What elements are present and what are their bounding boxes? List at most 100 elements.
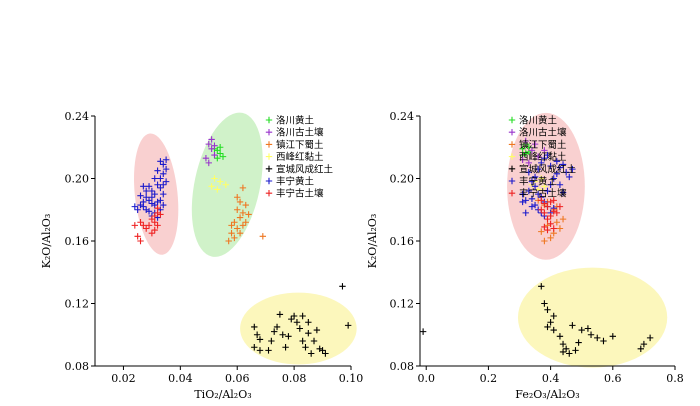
data-point — [522, 209, 529, 217]
data-point — [538, 197, 545, 204]
series-7 — [538, 197, 564, 234]
data-point — [236, 214, 244, 221]
data-point — [242, 201, 249, 209]
data-point — [228, 229, 235, 237]
data-point — [544, 187, 551, 195]
data-point — [154, 181, 161, 188]
data-point — [319, 347, 326, 354]
data-point — [236, 229, 244, 237]
data-point — [151, 201, 158, 209]
data-point — [541, 183, 548, 190]
legend-entry: 宣城风成红土 — [276, 163, 334, 175]
legend-entry: 丰宁古土壤 — [276, 188, 324, 200]
data-point — [556, 181, 564, 188]
data-point — [131, 203, 139, 210]
data-point — [547, 198, 554, 206]
data-point — [140, 222, 147, 229]
data-point — [208, 145, 215, 153]
data-point — [609, 333, 617, 340]
data-point — [531, 183, 539, 190]
data-point — [265, 347, 272, 354]
data-point — [637, 345, 644, 353]
data-point — [143, 225, 150, 232]
series-7 — [131, 204, 164, 245]
data-point — [566, 350, 573, 357]
data-point — [547, 234, 554, 242]
data-point — [531, 201, 539, 209]
data-point — [145, 222, 153, 229]
data-point — [216, 178, 224, 185]
data-point — [544, 323, 551, 331]
data-point — [151, 212, 158, 220]
data-point — [268, 337, 275, 345]
data-point — [154, 222, 161, 229]
data-point — [525, 159, 533, 167]
data-point — [344, 322, 352, 329]
data-point — [211, 142, 218, 149]
data-point — [646, 334, 654, 342]
data-point — [550, 208, 557, 215]
legend-marker — [508, 141, 516, 148]
legend-entry: 洛川古土壤 — [276, 127, 324, 139]
x-tick-label: 0.06 — [225, 372, 250, 385]
data-point — [222, 181, 230, 188]
data-point — [219, 153, 227, 160]
data-point — [547, 162, 554, 170]
data-point — [145, 208, 153, 215]
data-point — [205, 159, 212, 167]
data-point — [528, 195, 536, 203]
legend-marker — [265, 141, 273, 148]
legend-marker — [265, 129, 273, 136]
data-point — [302, 344, 309, 351]
data-point — [288, 315, 295, 323]
data-point — [547, 181, 554, 188]
data-point — [154, 204, 161, 212]
data-point — [154, 167, 161, 174]
data-point — [242, 219, 249, 226]
data-point — [534, 165, 542, 173]
data-point — [525, 169, 533, 176]
data-point — [299, 312, 306, 320]
data-point — [211, 151, 218, 159]
data-point — [305, 319, 312, 326]
data-point — [134, 206, 141, 213]
data-point — [137, 201, 144, 209]
data-point — [538, 283, 545, 290]
legend-entry: 镇江下蜀土 — [276, 139, 324, 151]
data-point — [566, 173, 573, 181]
data-point — [160, 181, 167, 188]
legend-marker — [508, 190, 516, 197]
group-ellipse — [517, 267, 668, 368]
data-point — [157, 158, 164, 165]
data-point — [205, 140, 212, 148]
data-point — [562, 169, 570, 176]
data-point — [562, 345, 570, 353]
data-point — [157, 184, 164, 192]
data-point — [519, 198, 526, 206]
data-point — [550, 175, 557, 182]
data-point — [256, 347, 264, 354]
y-tick-label: 0.16 — [390, 235, 415, 248]
y-tick-label: 0.24 — [65, 110, 90, 123]
legend-entry: 丰宁黄土 — [519, 176, 558, 188]
data-point — [587, 331, 595, 338]
data-point — [553, 170, 561, 178]
data-point — [151, 219, 158, 226]
data-point — [143, 206, 150, 213]
data-point — [569, 322, 576, 329]
data-point — [140, 203, 147, 210]
y-tick-label: 0.12 — [390, 298, 415, 311]
data-point — [519, 145, 526, 153]
data-point — [151, 226, 158, 234]
legend-marker — [508, 177, 516, 185]
data-point — [544, 215, 551, 223]
series-2 — [519, 137, 548, 167]
data-point — [143, 187, 150, 195]
data-point — [556, 333, 564, 340]
data-point — [559, 189, 567, 196]
series-1 — [211, 144, 227, 162]
series-5 — [419, 283, 654, 357]
data-point — [231, 234, 238, 242]
data-point — [419, 328, 427, 335]
data-point — [525, 148, 533, 156]
